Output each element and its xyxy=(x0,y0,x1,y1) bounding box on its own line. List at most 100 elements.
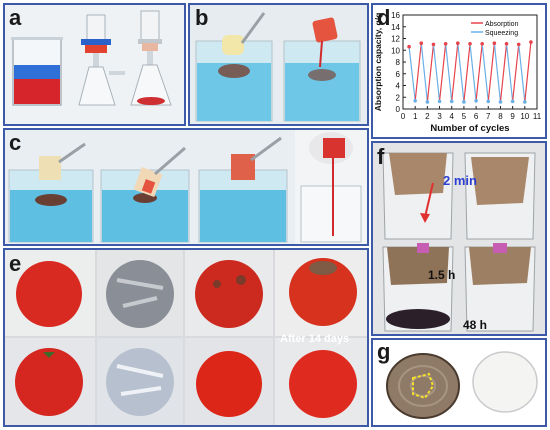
tweezers-icon xyxy=(240,12,266,44)
y-tick-label: 14 xyxy=(391,23,400,32)
absorption-point xyxy=(431,42,436,47)
tweezers-icon xyxy=(58,142,86,164)
y-tick-label: 12 xyxy=(391,35,400,44)
series-segment xyxy=(505,43,514,102)
filter-funnel-icon xyxy=(130,10,172,106)
absorption-point xyxy=(419,41,424,45)
x-tick-label: 2 xyxy=(425,112,430,121)
squeezing-point xyxy=(413,98,417,103)
panel-g: g xyxy=(371,338,547,427)
sponge-icon xyxy=(39,156,61,180)
panel-e-photo xyxy=(5,250,367,425)
y-tick-label: 4 xyxy=(396,82,401,91)
tomato-icon xyxy=(16,261,82,327)
x-axis-label: Number of cycles xyxy=(430,123,509,134)
panel-f-label: f xyxy=(377,144,385,169)
x-tick-label: 3 xyxy=(437,112,442,121)
series-segment xyxy=(524,41,532,103)
panel-c-photo xyxy=(5,130,367,244)
panel-b: b xyxy=(188,3,369,126)
series-segment xyxy=(512,44,520,102)
panel-c-label: c xyxy=(9,130,22,155)
panel-g-photo xyxy=(373,340,545,425)
beaker-icon xyxy=(11,37,63,106)
tomato-icon xyxy=(289,258,357,326)
absorption-point xyxy=(468,41,472,46)
squeezing-point xyxy=(437,99,442,104)
series-segment xyxy=(463,43,471,103)
panel-a-label: a xyxy=(9,5,22,30)
y-tick-label: 2 xyxy=(396,93,401,102)
absorption-point xyxy=(456,41,460,45)
series-segment xyxy=(487,43,495,102)
squeezing-point xyxy=(498,100,503,104)
tomato-icon xyxy=(15,348,83,416)
x-tick-label: 8 xyxy=(498,112,503,121)
series-segment xyxy=(408,46,416,101)
arrow-icon xyxy=(424,182,434,218)
series-segment xyxy=(475,43,483,101)
panel-e: e After 14 days xyxy=(3,248,369,427)
sponge-icon xyxy=(222,35,244,55)
y-tick-label: 0 xyxy=(396,105,401,114)
panel-d-label: d xyxy=(377,5,391,30)
f-time-2min: 2 min xyxy=(443,173,477,188)
panel-a-photo xyxy=(5,5,184,124)
series-segment xyxy=(518,44,526,103)
squeezing-point xyxy=(523,100,527,104)
series-segment xyxy=(469,43,477,101)
f-time-48h: 48 h xyxy=(463,318,488,332)
x-tick-label: 6 xyxy=(474,112,479,121)
squeezing-point xyxy=(486,99,491,104)
f-time-1-5h: 1.5 h xyxy=(428,268,456,282)
panel-e-label: e xyxy=(9,251,22,276)
x-tick-label: 9 xyxy=(510,112,515,121)
x-tick-label: 10 xyxy=(520,112,529,121)
x-tick-label: 5 xyxy=(462,112,467,121)
e-after-14-days: After 14 days xyxy=(280,333,350,345)
series-segment xyxy=(438,43,447,102)
sponge-icon xyxy=(312,17,338,43)
tomato-icon xyxy=(289,350,357,418)
series-segment xyxy=(432,44,441,102)
panel-g-label: g xyxy=(377,339,391,364)
series-segment xyxy=(451,43,459,102)
absorption-point xyxy=(492,41,497,45)
panel-f-photo xyxy=(373,143,545,334)
series-segment xyxy=(499,43,508,103)
panel-b-label: b xyxy=(195,5,209,30)
squeezing-point xyxy=(462,100,466,104)
absorption-point xyxy=(504,41,509,46)
x-tick-label: 4 xyxy=(450,112,455,121)
x-tick-label: 11 xyxy=(533,112,542,121)
newspaper-wrap-icon xyxy=(106,348,174,416)
sponge-icon xyxy=(323,138,345,158)
squeezing-point xyxy=(425,100,430,104)
x-tick-label: 0 xyxy=(401,112,406,121)
absorption-point xyxy=(529,40,533,44)
y-axis-label: Absorption capacity, g/g xyxy=(373,13,383,112)
absorption-point xyxy=(443,41,448,46)
series-segment xyxy=(420,43,428,103)
series-segment xyxy=(445,43,453,102)
panel-f: f 2 min 1.5 h 48 h xyxy=(371,141,547,336)
tweezers-icon xyxy=(250,136,282,162)
panel-c: c xyxy=(3,128,369,246)
legend-label: Squeezing xyxy=(485,30,518,37)
filter-funnel-icon xyxy=(78,14,125,106)
newspaper-wrap-icon xyxy=(106,260,174,328)
panel-a: a xyxy=(3,3,186,126)
panel-d: d 0 2 4 6 8 10 12 14 16 0 1 2 3 4 5 6 7 8 9 10 11 Number of c… xyxy=(371,3,547,139)
y-tick-label: 16 xyxy=(391,11,400,20)
series-segment xyxy=(481,43,489,102)
squeezing-point xyxy=(510,99,515,104)
absorption-point xyxy=(407,44,411,49)
series-segment xyxy=(457,43,465,103)
x-tick-label: 7 xyxy=(486,112,491,121)
x-tick-label: 1 xyxy=(413,112,418,121)
squeezing-point xyxy=(474,98,478,103)
series-segment xyxy=(493,43,502,103)
tomato-icon xyxy=(195,260,263,328)
tweezers-icon xyxy=(154,146,186,176)
